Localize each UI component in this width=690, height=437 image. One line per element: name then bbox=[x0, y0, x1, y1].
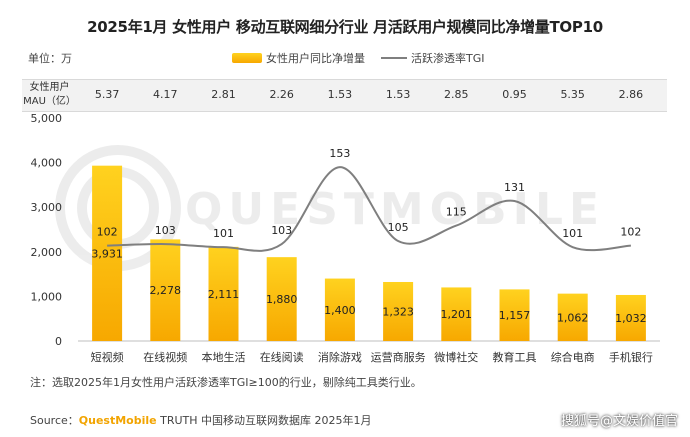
source-prefix: Source： bbox=[30, 414, 79, 427]
source-brand: QuestMobile bbox=[78, 414, 157, 427]
mau-cell: 2.86 bbox=[618, 88, 644, 101]
legend-bar-label: 女性用户同比净增量 bbox=[266, 52, 365, 65]
mau-cell: 2.81 bbox=[211, 88, 236, 101]
legend: 女性用户同比净增量 活跃渗透率TGI bbox=[232, 50, 485, 66]
bar bbox=[324, 278, 355, 341]
mau-cell: 2.85 bbox=[444, 88, 469, 101]
y-tick-label: 5,000 bbox=[31, 112, 63, 125]
x-category-label: 在线视频 bbox=[143, 350, 187, 364]
y-tick-label: 2,000 bbox=[31, 246, 63, 259]
bar-value-label: 3,931 bbox=[91, 247, 123, 260]
bar bbox=[150, 239, 181, 341]
mau-cell: 5.35 bbox=[560, 88, 585, 101]
x-category-label: 微博社交 bbox=[434, 350, 478, 364]
y-tick-label: 1,000 bbox=[31, 290, 63, 303]
bar-value-label: 1,032 bbox=[615, 312, 647, 325]
x-category-label: 本地生活 bbox=[202, 350, 246, 364]
x-category-label: 手机银行 bbox=[609, 350, 653, 364]
mau-cell: 0.95 bbox=[502, 88, 527, 101]
footnote: 注：选取2025年1月女性用户活跃渗透率TGI≥100的行业，剔除纯工具类行业。 bbox=[30, 376, 422, 389]
tgi-line bbox=[107, 166, 631, 252]
x-category-label: 教育工具 bbox=[493, 350, 537, 364]
bar bbox=[499, 289, 530, 341]
x-category-label: 短视频 bbox=[91, 350, 124, 364]
bar bbox=[208, 246, 239, 341]
bar bbox=[92, 165, 123, 341]
tgi-value-label: 131 bbox=[504, 181, 525, 194]
mau-cell: 1.53 bbox=[385, 88, 411, 101]
bar-value-label: 1,400 bbox=[324, 304, 356, 317]
bar-value-label: 2,278 bbox=[150, 284, 182, 297]
bar-value-label: 1,201 bbox=[441, 308, 473, 321]
tgi-value-label: 101 bbox=[562, 227, 583, 240]
x-category-label: 在线阅读 bbox=[260, 350, 304, 364]
mau-label-line1: 女性用户 bbox=[29, 82, 70, 93]
bar-value-label: 1,157 bbox=[499, 309, 531, 322]
bar bbox=[383, 281, 414, 341]
legend-line-swatch bbox=[381, 57, 407, 59]
mau-cell: 2.26 bbox=[269, 88, 294, 101]
unit-label: 单位：万 bbox=[28, 52, 72, 65]
bar bbox=[615, 294, 646, 341]
tgi-value-label: 103 bbox=[271, 224, 292, 237]
bar bbox=[266, 257, 297, 341]
tgi-value-label: 101 bbox=[213, 227, 234, 240]
x-category-label: 消除游戏 bbox=[318, 350, 362, 364]
mau-cell: 1.53 bbox=[327, 88, 353, 101]
y-tick-label: 4,000 bbox=[31, 157, 63, 170]
mau-cell: 5.37 bbox=[94, 88, 120, 101]
bar-value-label: 1,062 bbox=[557, 311, 589, 324]
tgi-value-label: 102 bbox=[97, 226, 118, 239]
mau-cell: 4.17 bbox=[153, 88, 178, 101]
mau-row-label: 女性用户 MAU（亿） bbox=[22, 81, 77, 109]
bar-value-label: 1,880 bbox=[266, 293, 298, 306]
bar-value-label: 1,323 bbox=[382, 305, 414, 318]
tgi-value-label: 115 bbox=[446, 206, 467, 219]
x-category-label: 综合电商 bbox=[551, 350, 595, 364]
y-tick-label: 0 bbox=[55, 335, 62, 348]
tgi-value-label: 105 bbox=[388, 221, 409, 234]
legend-bar-swatch bbox=[232, 53, 262, 63]
y-tick-label: 3,000 bbox=[31, 201, 63, 214]
bar-value-label: 2,111 bbox=[208, 288, 240, 301]
legend-line-label: 活跃渗透率TGI bbox=[411, 52, 485, 65]
bar bbox=[557, 293, 588, 341]
x-category-label: 运营商服务 bbox=[371, 350, 426, 364]
background-logo: QUESTMOBILE bbox=[55, 145, 599, 271]
watermark: 搜狐号@文娱价值官 bbox=[560, 414, 678, 429]
mau-row: 女性用户 MAU（亿） 5.37 4.17 2.81 2.26 1.53 1.53 2.85… bbox=[22, 79, 667, 112]
tgi-value-label: 102 bbox=[620, 226, 641, 239]
tgi-value-label: 103 bbox=[155, 224, 176, 237]
tgi-value-label: 153 bbox=[329, 147, 350, 160]
bar bbox=[441, 287, 472, 341]
source-line: Source：QuestMobile TRUTH 中国移动互联网数据库 2025… bbox=[30, 412, 372, 428]
source-rest: TRUTH 中国移动互联网数据库 2025年1月 bbox=[156, 414, 372, 427]
chart-title: 2025年1月 女性用户 移动互联网细分行业 月活跃用户规模同比净增量TOP10 bbox=[87, 18, 603, 36]
mau-label-line2: MAU（亿） bbox=[23, 96, 76, 107]
